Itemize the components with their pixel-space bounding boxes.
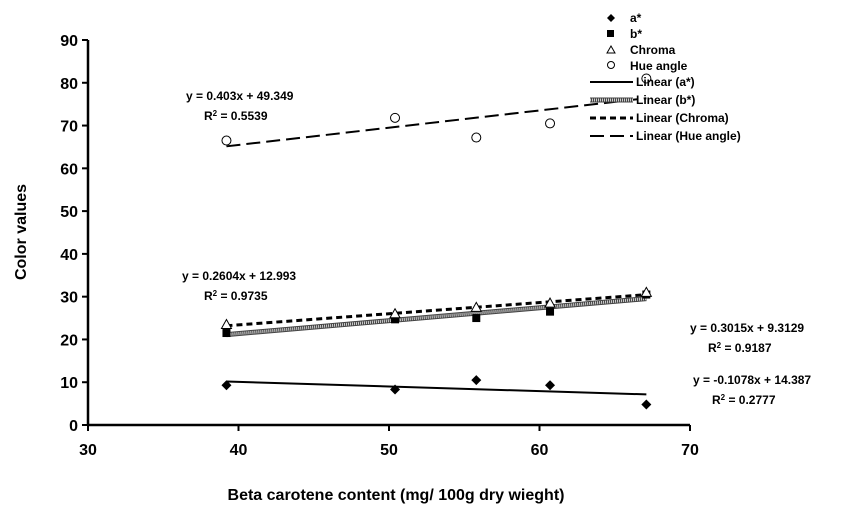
y-tick-label: 50 — [60, 204, 78, 221]
legend-entry-b-star: b* — [607, 27, 642, 41]
legend-entry-a-star: a* — [607, 11, 642, 25]
data-point-chroma — [389, 307, 401, 319]
equation-hue-angle: y = 0.403x + 49.349 — [186, 89, 294, 103]
y-tick-label: 60 — [60, 161, 78, 178]
diamond-marker-icon — [607, 14, 615, 22]
circle-marker-icon — [607, 61, 615, 69]
data-point-a-star — [545, 380, 556, 391]
x-tick-label: 70 — [681, 442, 699, 459]
x-tick-label: 40 — [230, 442, 248, 459]
y-tick-label: 40 — [60, 247, 78, 264]
y-tick-label: 90 — [60, 33, 78, 50]
trendline-linear-b-pattern — [226, 297, 647, 337]
x-axis-title: Beta carotene content (mg/ 100g dry wieg… — [228, 487, 565, 504]
trendline-linear-chroma — [226, 293, 647, 328]
equation-a-star: y = -0.1078x + 14.387 — [693, 373, 811, 387]
data-points — [220, 73, 653, 410]
data-point-b-star — [222, 329, 231, 338]
r2-chroma: R2 = 0.9735 — [204, 289, 268, 304]
legend-label-linear-b-star: Linear (b*) — [636, 93, 695, 107]
r2-a-star: R2 = 0.2777 — [712, 393, 776, 408]
x-tick-label: 50 — [380, 442, 398, 459]
data-point-hue-angle — [471, 132, 482, 143]
r2-hue-angle: R2 = 0.5539 — [204, 109, 268, 124]
data-point-b-star — [472, 314, 481, 323]
y-tick-label: 0 — [69, 418, 78, 435]
y-tick-label: 80 — [60, 76, 78, 93]
legend-entry-chroma: Chroma — [606, 43, 676, 57]
legend: a* b* Chroma Hue angle Linear (a*) Linea… — [590, 11, 741, 143]
legend-label-linear-hue-angle: Linear (Hue angle) — [636, 129, 741, 143]
data-point-a-star — [471, 375, 482, 386]
legend-entry-linear-chroma: Linear (Chroma) — [590, 111, 729, 125]
data-point-chroma — [640, 286, 653, 297]
trendlines — [226, 97, 647, 396]
data-point-hue-angle — [641, 73, 652, 84]
data-point-chroma — [544, 297, 556, 308]
legend-entry-hue-angle: Hue angle — [607, 59, 688, 73]
legend-entry-linear-hue-angle: Linear (Hue angle) — [590, 129, 741, 143]
equation-b-star: y = 0.3015x + 9.3129 — [690, 321, 804, 335]
data-point-a-star — [641, 399, 652, 410]
data-point-hue-angle — [221, 135, 232, 146]
data-point-a-star — [221, 380, 232, 391]
r2-b-star: R2 = 0.9187 — [708, 341, 772, 356]
data-point-b-star — [391, 315, 400, 324]
data-point-a-star — [390, 384, 401, 395]
legend-label-a-star: a* — [630, 11, 642, 25]
data-point-chroma — [220, 318, 233, 329]
trendline-linear-hue-angle — [226, 97, 647, 148]
legend-entry-linear-a-star: Linear (a*) — [590, 75, 695, 89]
data-point-hue-angle — [545, 118, 556, 129]
legend-label-linear-chroma: Linear (Chroma) — [636, 111, 729, 125]
triangle-marker-icon — [606, 44, 616, 54]
data-point-b-star — [546, 307, 555, 316]
y-tick-label: 20 — [60, 332, 78, 349]
legend-label-chroma: Chroma — [630, 43, 676, 57]
trendline-linear-a — [226, 380, 647, 396]
y-tick-label: 30 — [60, 290, 78, 307]
axes: 0 10 20 30 40 50 60 70 80 90 30 40 50 60 70 — [60, 33, 699, 459]
legend-label-hue-angle: Hue angle — [630, 59, 688, 73]
legend-label-linear-a-star: Linear (a*) — [636, 75, 695, 89]
y-tick-label: 10 — [60, 375, 78, 392]
square-marker-icon — [607, 30, 614, 37]
data-point-chroma — [470, 301, 483, 312]
equation-chroma: y = 0.2604x + 12.993 — [182, 269, 296, 283]
x-tick-label: 60 — [531, 442, 549, 459]
data-point-hue-angle — [390, 112, 401, 123]
x-tick-label: 30 — [79, 442, 97, 459]
equation-labels: y = 0.403x + 49.349 R2 = 0.5539 y = 0.26… — [182, 89, 811, 407]
legend-label-b-star: b* — [630, 27, 642, 41]
y-tick-label: 70 — [60, 119, 78, 136]
y-axis-title: Color values — [13, 184, 30, 280]
legend-entry-linear-b-star: Linear (b*) — [590, 93, 695, 107]
